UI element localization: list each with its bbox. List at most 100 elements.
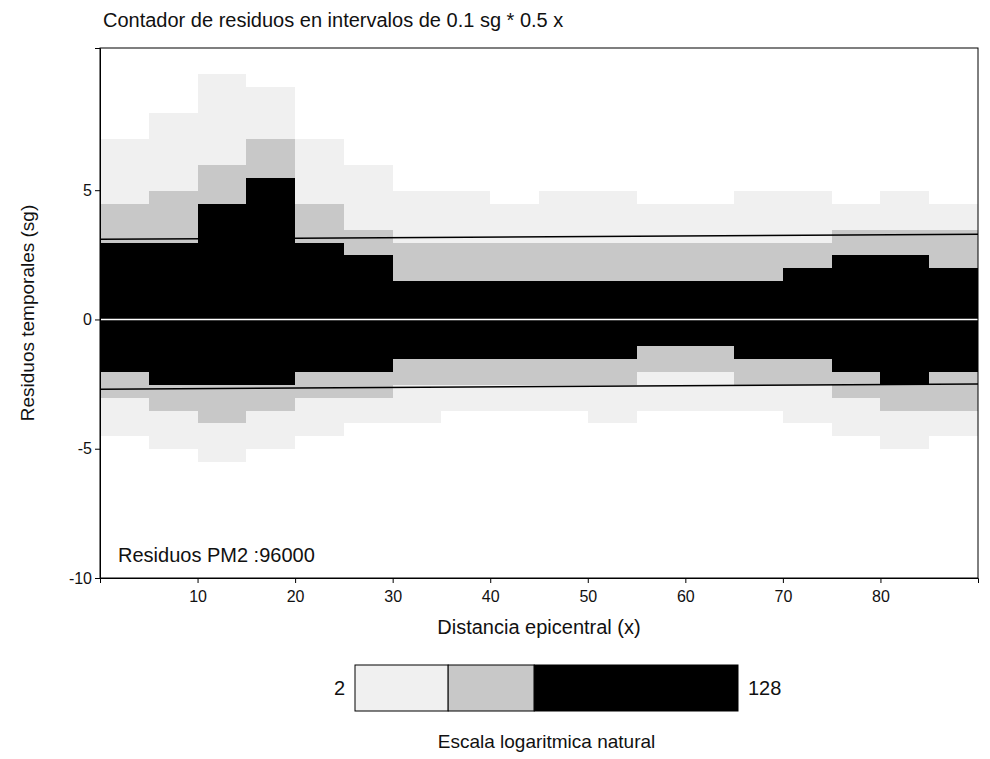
cell: [539, 255, 588, 269]
cell: [100, 151, 149, 165]
cell: [393, 229, 442, 243]
cell: [198, 268, 247, 282]
cell: [393, 488, 442, 502]
x-axis-line: [101, 579, 979, 584]
cell: [149, 242, 198, 256]
cell: [393, 216, 442, 230]
y-tick: 5: [83, 182, 100, 199]
cell: [490, 268, 539, 282]
plot-frame: [100, 48, 978, 578]
x-axis: 1020304050607080: [101, 578, 979, 605]
cell: [149, 164, 198, 178]
cell: [637, 488, 686, 502]
x-tick: 50: [579, 578, 597, 605]
cell: [783, 319, 832, 333]
cell: [441, 384, 490, 398]
cell: [783, 190, 832, 204]
x-tick: 40: [482, 578, 500, 605]
cell: [929, 255, 978, 269]
cell: [734, 449, 783, 463]
cell: [588, 358, 637, 372]
cell: [783, 203, 832, 217]
cell: [832, 488, 881, 502]
cell: [441, 229, 490, 243]
cell: [149, 255, 198, 269]
cell: [734, 423, 783, 437]
cell: [246, 229, 295, 243]
cell: [441, 294, 490, 308]
cell: [685, 397, 734, 411]
cell: [198, 151, 247, 165]
cell: [246, 371, 295, 385]
cell: [441, 423, 490, 437]
cell: [344, 113, 393, 127]
cell: [880, 164, 929, 178]
color-bar-tick-label: 128: [748, 677, 781, 699]
cell: [246, 87, 295, 101]
cell: [393, 449, 442, 463]
cell: [344, 462, 393, 476]
cell: [929, 397, 978, 411]
cell: [100, 397, 149, 411]
cell: [832, 113, 881, 127]
cell: [880, 203, 929, 217]
cell: [441, 255, 490, 269]
cell: [344, 164, 393, 178]
cell: [198, 294, 247, 308]
cell: [832, 229, 881, 243]
cell: [344, 488, 393, 502]
cell: [198, 113, 247, 127]
cell: [880, 113, 929, 127]
cell: [734, 307, 783, 321]
cell: [929, 281, 978, 295]
cell: [880, 449, 929, 463]
cell: [929, 345, 978, 359]
color-bar-segment: [448, 665, 534, 711]
cell: [783, 268, 832, 282]
cell: [149, 74, 198, 88]
cell: [637, 138, 686, 152]
cell: [393, 410, 442, 424]
cell: [637, 190, 686, 204]
cell: [880, 332, 929, 346]
cell: [588, 113, 637, 127]
cell: [344, 436, 393, 450]
cell: [393, 113, 442, 127]
cell: [539, 138, 588, 152]
x-tick-label: 30: [384, 588, 402, 605]
cell: [100, 294, 149, 308]
cell: [685, 190, 734, 204]
cell: [246, 423, 295, 437]
cell: [295, 449, 344, 463]
cell: [637, 462, 686, 476]
cell: [539, 358, 588, 372]
cell: [880, 358, 929, 372]
cell: [832, 255, 881, 269]
cell: [734, 397, 783, 411]
cell: [100, 203, 149, 217]
color-bar-tick-label: 2: [334, 677, 345, 699]
cell: [929, 126, 978, 140]
cell: [539, 345, 588, 359]
x-tick: 20: [287, 578, 305, 605]
cell: [393, 307, 442, 321]
cell: [734, 294, 783, 308]
cell: [685, 371, 734, 385]
cell: [880, 462, 929, 476]
y-tick: 0: [83, 311, 100, 328]
cell: [344, 358, 393, 372]
cell: [637, 151, 686, 165]
cell: [929, 268, 978, 282]
cell: [149, 423, 198, 437]
cell: [198, 345, 247, 359]
color-bar-segment: [355, 665, 448, 711]
cell: [588, 332, 637, 346]
cell: [295, 397, 344, 411]
cell: [246, 164, 295, 178]
cell: [539, 242, 588, 256]
cell: [295, 281, 344, 295]
cell: [588, 242, 637, 256]
cell: [783, 164, 832, 178]
cell: [685, 410, 734, 424]
cell: [295, 242, 344, 256]
